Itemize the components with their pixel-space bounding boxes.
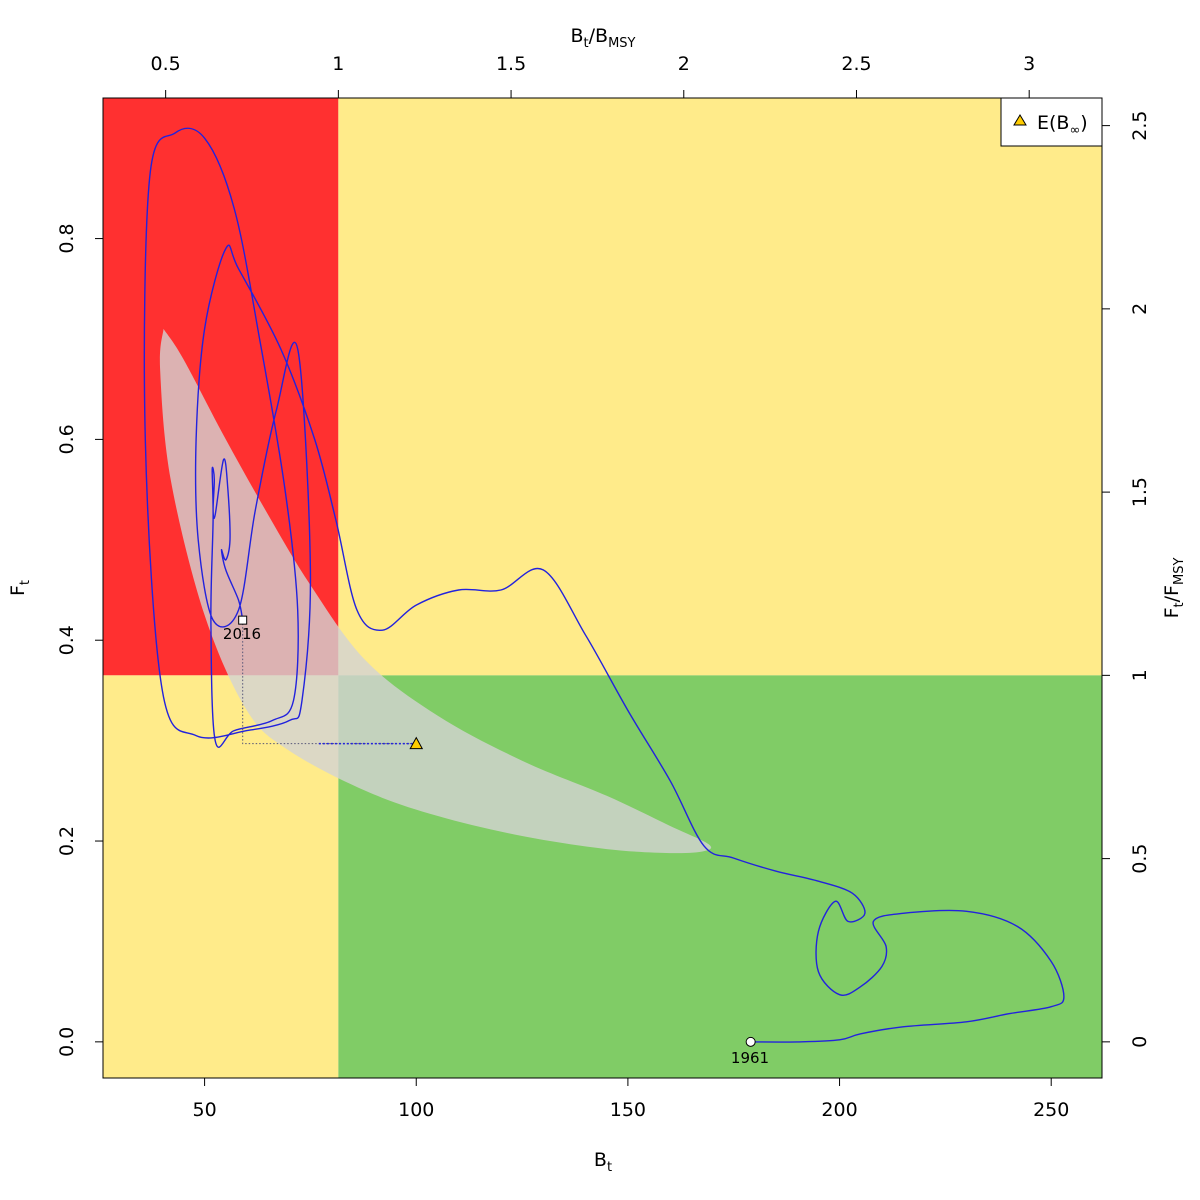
start-point: [745, 1036, 756, 1047]
top-tick-label: 3: [1023, 53, 1035, 75]
right-tick-label: 0.5: [1129, 843, 1151, 873]
biomass-trajectory: [143, 127, 1065, 1043]
x-tick-label: 250: [1033, 1099, 1069, 1121]
right-tick-label: 1.5: [1129, 477, 1151, 507]
right-tick-label: 1: [1129, 669, 1151, 681]
end-point: [238, 615, 248, 625]
x-axis-label: Bt: [594, 1149, 612, 1175]
trajectory-line: [143, 127, 1065, 1043]
confidence-region-shape: [159, 328, 712, 854]
status-zones: [103, 98, 1102, 1078]
y-axis-label: Ft: [7, 580, 33, 596]
x-tick-label: 200: [821, 1099, 857, 1121]
right-tick-label: 2: [1129, 303, 1151, 315]
zone-overfishing: [338, 98, 1102, 676]
y-tick-label: 0.6: [56, 424, 78, 454]
right-tick-label: 2.5: [1129, 111, 1151, 141]
expected-biomass-point: [409, 736, 424, 750]
projection-reference-line: [242, 620, 417, 745]
right-tick-label: 0: [1129, 1036, 1151, 1048]
legend-triangle-icon: [1013, 114, 1027, 126]
legend-label: E(B∞): [1037, 112, 1088, 138]
top-tick-label: 2: [678, 53, 690, 75]
y-tick-label: 0.4: [56, 625, 78, 655]
axes: 50 100 150 200 250 0.0 0.2 0.4 0.6 0.8 0.5 1 1.5 2 2.5…: [56, 53, 1151, 1121]
right-axis-label: Ft/FMSY: [1161, 558, 1187, 619]
top-tick-label: 1: [332, 53, 344, 75]
plot-frame: [102, 97, 1103, 1079]
reference-lines: [242, 620, 417, 745]
x-tick-label: 100: [398, 1099, 434, 1121]
top-axis-label: Bt/BMSY: [570, 25, 635, 51]
y-tick-label: 0.2: [56, 826, 78, 856]
x-tick-label: 50: [192, 1099, 216, 1121]
y-tick-label: 0.0: [56, 1027, 78, 1057]
y-tick-label: 0.8: [56, 223, 78, 253]
top-tick-label: 1.5: [496, 53, 526, 75]
top-tick-label: 0.5: [151, 53, 181, 75]
points: [238, 615, 756, 1047]
x-tick-label: 150: [610, 1099, 646, 1121]
legend: E(B∞): [1000, 97, 1103, 147]
confidence-region: [159, 328, 712, 854]
top-tick-label: 2.5: [841, 53, 871, 75]
start-year-label: 1961: [731, 1049, 769, 1067]
end-year-label: 2016: [223, 625, 261, 643]
